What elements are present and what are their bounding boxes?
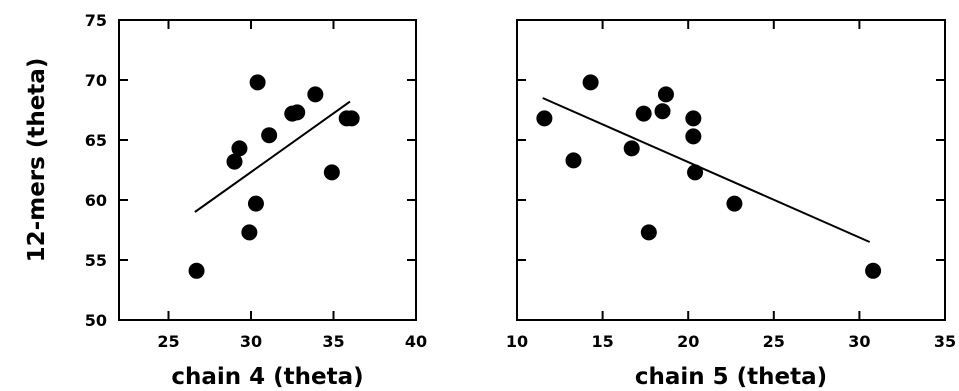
x-axis-label-chain4: chain 4 (theta) [171, 364, 363, 390]
data-point [261, 127, 278, 144]
x-tick-label: 10 [506, 332, 528, 351]
x-tick-label: 30 [240, 332, 262, 351]
chart-panel-chain5: 10 15 20 25 30 35 chain 5 (theta) [506, 19, 956, 390]
data-point [188, 262, 205, 279]
y-tick-label: 60 [85, 191, 107, 210]
data-point [726, 195, 743, 212]
x-tick-label: 40 [405, 332, 427, 351]
data-point [565, 152, 582, 169]
data-point [343, 110, 360, 127]
data-point [241, 224, 258, 241]
data-point [657, 86, 674, 103]
data-point [247, 195, 264, 212]
data-point [654, 103, 671, 120]
data-point [623, 140, 640, 157]
x-axis-label-chain5: chain 5 (theta) [635, 364, 827, 390]
y-tick-label: 50 [85, 311, 107, 330]
y-tick-label: 75 [85, 11, 107, 30]
regression-line [194, 100, 351, 213]
data-point [685, 128, 702, 145]
data-point [685, 110, 702, 127]
x-tick-label: 35 [934, 332, 956, 351]
data-point [307, 86, 324, 103]
x-tick-label: 15 [591, 332, 613, 351]
x-tick-label: 20 [677, 332, 699, 351]
data-point [635, 105, 652, 122]
plot-frame [516, 19, 946, 321]
y-axis-label: 12-mers (theta) [24, 58, 50, 263]
chart-panel-chain4: 50 55 60 65 70 75 25 30 35 40 chain 4 (theta) [85, 11, 427, 390]
y-tick-label: 55 [85, 251, 107, 270]
data-point [289, 104, 306, 121]
plot-frame [118, 19, 417, 321]
data-point [582, 74, 599, 91]
y-tick-label: 70 [85, 71, 107, 90]
x-tick-label: 35 [322, 332, 344, 351]
x-tick-label: 25 [157, 332, 179, 351]
data-point [640, 224, 657, 241]
y-tick-label: 65 [85, 131, 107, 150]
x-tick-label: 25 [763, 332, 785, 351]
data-point [249, 74, 266, 91]
data-point [231, 140, 248, 157]
data-point [536, 110, 553, 127]
data-point [687, 164, 704, 181]
data-point [323, 164, 340, 181]
regression-line [542, 97, 871, 243]
data-point [865, 262, 882, 279]
x-tick-label: 30 [848, 332, 870, 351]
data-point [226, 153, 243, 170]
